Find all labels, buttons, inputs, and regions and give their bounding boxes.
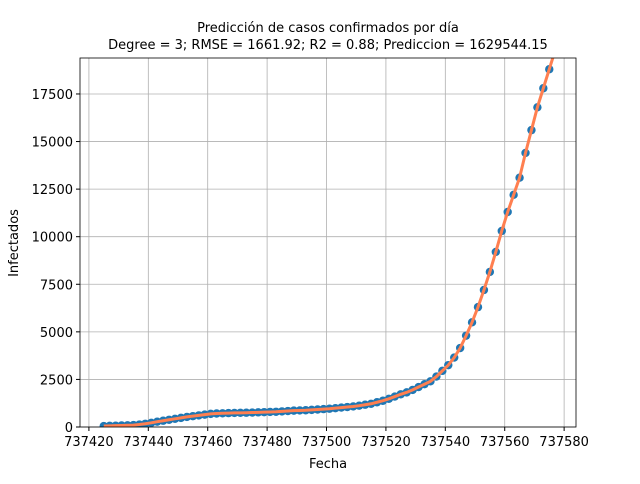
axes-frame xyxy=(79,57,577,428)
x-tick-label: 737500 xyxy=(302,435,352,450)
x-tick-label: 737540 xyxy=(420,435,470,450)
x-tick-label: 737520 xyxy=(361,435,411,450)
x-tick-label: 737420 xyxy=(64,435,114,450)
y-tick-label: 17500 xyxy=(32,88,73,103)
x-axis-label: Fecha xyxy=(309,457,347,472)
ticks: 0 2500 5000 7500 10000 12500 15000 17500 737420 7… xyxy=(32,88,589,450)
y-axis-label: Infectados xyxy=(7,209,22,277)
chart-title: Predicción de casos confirmados por día xyxy=(197,21,459,36)
y-tick-label: 12500 xyxy=(32,183,73,198)
chart-subtitle: Degree = 3; RMSE = 1661.92; R2 = 0.88; P… xyxy=(108,38,548,53)
x-tick-label: 737580 xyxy=(539,435,589,450)
point xyxy=(551,46,559,54)
y-tick-label: 2500 xyxy=(40,373,73,388)
x-tick-label: 737560 xyxy=(480,435,530,450)
fit-line xyxy=(103,58,555,427)
y-tick-label: 7500 xyxy=(40,278,73,293)
y-tick-label: 0 xyxy=(65,421,73,436)
y-tick-label: 10000 xyxy=(32,231,73,246)
grid xyxy=(80,58,576,428)
y-tick-label: 5000 xyxy=(40,326,73,341)
y-tick-label: 15000 xyxy=(32,136,73,151)
x-tick-label: 737440 xyxy=(123,435,173,450)
x-tick-label: 737480 xyxy=(242,435,292,450)
plot-area xyxy=(99,46,559,427)
x-tick-label: 737460 xyxy=(183,435,233,450)
